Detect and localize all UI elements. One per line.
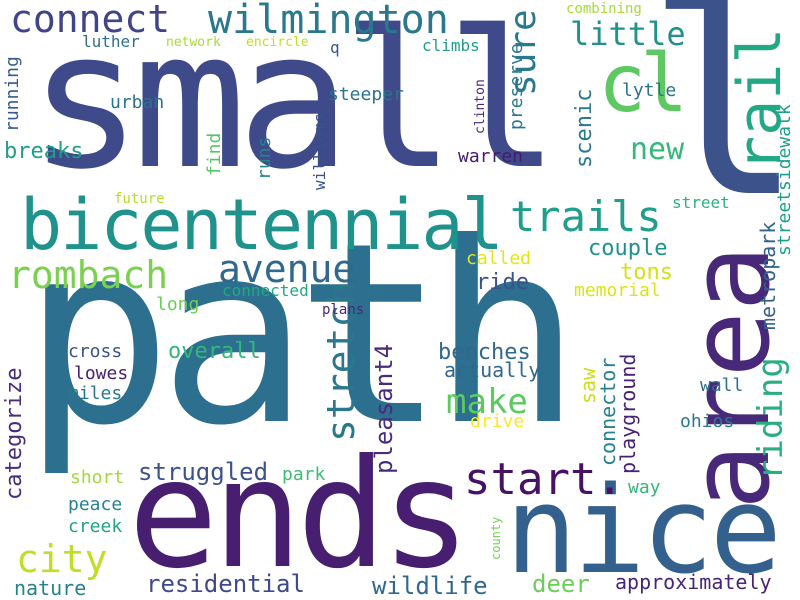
word-new: new <box>630 132 685 167</box>
word-struggled: struggled <box>138 458 269 486</box>
word-city: city <box>16 537 108 581</box>
word-preserve: preserve <box>506 43 527 130</box>
word-called: called <box>466 248 532 269</box>
word-long: long <box>156 294 200 315</box>
word-connector: connector <box>596 357 620 466</box>
word-riding: riding <box>751 357 791 480</box>
word-l: l <box>645 0 800 256</box>
word-runs: runs <box>254 136 275 180</box>
word-lytle: lytle <box>622 80 677 101</box>
word-playground: playground <box>616 353 640 474</box>
word-streetsidewalk: streetsidewalk <box>774 104 795 256</box>
word-trails: trails <box>510 192 662 241</box>
word-perhaps: perhaps <box>332 283 392 299</box>
word-peace: peace <box>68 494 123 515</box>
word-nice: nice <box>505 462 782 600</box>
word-residential: residential <box>146 570 305 598</box>
word-deer: deer <box>532 570 590 598</box>
word-small: small <box>28 0 560 211</box>
word-path: path <box>22 189 582 480</box>
word-williams: williams <box>310 112 329 190</box>
word-park: park <box>282 464 326 485</box>
word-breaks: breaks <box>4 139 84 164</box>
word-nature: nature <box>14 576 87 600</box>
word-running: running <box>2 56 23 132</box>
word-urban: urban <box>110 92 165 113</box>
word-wilmington: wilmington <box>208 0 449 43</box>
word-street: street <box>672 193 730 212</box>
word-clinton: clinton <box>473 79 488 134</box>
word-luther: luther <box>82 32 140 51</box>
word-county: county <box>489 516 503 560</box>
word-bicentennial: bicentennial <box>20 184 504 266</box>
word-future: future <box>114 191 165 207</box>
word-steeper: steeper <box>328 84 404 105</box>
word-ohios: ohios <box>680 411 735 432</box>
word-find: find <box>204 132 225 176</box>
word-connected: connected <box>222 281 309 300</box>
word-couple: couple <box>588 236 668 261</box>
word-actually: actually <box>444 358 541 382</box>
word-saw: saw <box>576 367 600 404</box>
word-q: q <box>330 38 340 57</box>
word-climbs: climbs <box>422 36 480 55</box>
word-plans: plans <box>322 302 365 318</box>
word-benches: benches <box>438 340 531 365</box>
word-cross: cross <box>68 341 123 362</box>
word-wildlife: wildlife <box>372 572 488 600</box>
word-categorize: categorize <box>2 367 27 500</box>
word-network: network <box>166 35 221 50</box>
word-rombach: rombach <box>8 253 169 297</box>
word-overall: overall <box>168 339 261 364</box>
word-warren: warren <box>458 146 524 167</box>
word-avenue: avenue <box>218 247 356 291</box>
word-lowes: lowes <box>74 363 129 384</box>
word-short: short <box>70 467 125 488</box>
word-approximately: approximately <box>615 570 772 594</box>
word-make: make <box>446 382 528 422</box>
word-scenic: scenic <box>572 88 597 168</box>
word-drive: drive <box>470 411 525 432</box>
word-memorial: memorial <box>574 280 661 301</box>
word-cl: cl <box>598 37 688 130</box>
word-tons: tons <box>620 260 673 285</box>
word-pleasant4: pleasant4 <box>370 343 398 474</box>
word-encircle: encircle <box>246 35 309 50</box>
word-creek: creek <box>68 516 123 537</box>
word-ride: ride <box>476 270 529 295</box>
word-miles: miles <box>68 383 123 404</box>
word-combining: combining <box>566 1 642 17</box>
word-little: little <box>570 15 686 53</box>
word-ends: ends <box>128 428 471 600</box>
word-way: way <box>628 477 661 498</box>
word-start: start. <box>464 454 623 505</box>
word-connect: connect <box>10 0 171 41</box>
word-wall: wall <box>700 375 744 396</box>
